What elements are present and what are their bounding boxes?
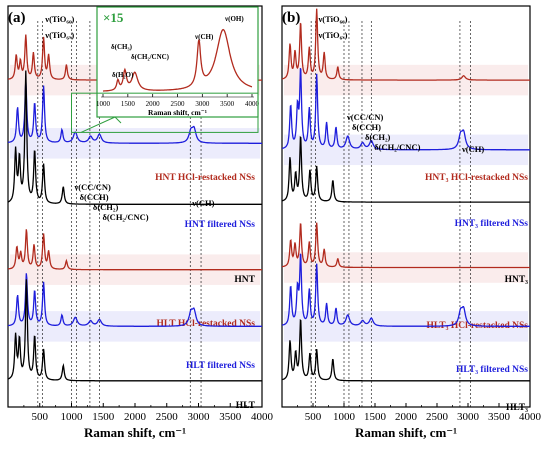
spectrum-trace xyxy=(281,253,530,327)
mode-annotation: ν(TiO₆₆) xyxy=(44,14,74,24)
series-label: HLT₃ filtered NSs xyxy=(456,365,528,375)
spectrum-trace xyxy=(281,222,530,269)
series-label: HNT HCl-restacked NSs xyxy=(155,173,255,183)
x-tick-label: 2500 xyxy=(426,411,449,423)
inset-x-tick-label: 1000 xyxy=(96,100,111,108)
x-axis-label: Raman shift, cm⁻¹ xyxy=(355,425,457,440)
inset-annotation: δ(CH₃) xyxy=(111,43,133,51)
spectrum-trace xyxy=(7,273,262,327)
x-tick-label: 4000 xyxy=(519,411,542,423)
x-tick-label: 1000 xyxy=(61,411,84,423)
series-label: HNT₃ xyxy=(505,275,529,285)
panel-label: (b) xyxy=(282,10,300,26)
zoom-arrow-head xyxy=(114,116,122,124)
spectrum-trace xyxy=(281,8,530,81)
zoom-connector xyxy=(80,116,116,133)
spectrum-trace xyxy=(281,319,530,382)
inset-annotation: δ(CH₂/CNC) xyxy=(131,53,170,61)
series-label: HNT filtered NSs xyxy=(185,220,256,230)
mode-annotation: δ(CH₂/CNC) xyxy=(374,142,420,152)
zoom-region-box xyxy=(71,92,259,133)
x-tick-label: 500 xyxy=(32,411,49,423)
inset-x-tick-label: 2000 xyxy=(146,100,161,108)
x-tick-label: 2000 xyxy=(395,411,418,423)
x-tick-label: 3500 xyxy=(488,411,511,423)
inset-x-tick-label: 3000 xyxy=(195,100,210,108)
mode-annotation: δ(CCH) xyxy=(80,192,109,202)
x-tick-label: 3000 xyxy=(457,411,480,423)
x-tick-label: 3000 xyxy=(188,411,211,423)
spectrum-trace xyxy=(7,80,262,144)
panel-label: (a) xyxy=(8,10,26,26)
mode-annotation: ν(TiO₆₆) xyxy=(317,14,347,24)
x-tick-label: 4000 xyxy=(251,411,274,423)
inset-annotation: ν(CH) xyxy=(194,33,214,41)
mode-annotation: δ(CH₂/CNC) xyxy=(102,212,148,222)
inset-x-tick-label: 4000 xyxy=(245,100,260,108)
series-label: HLT HCl-restacked NSs xyxy=(156,319,255,329)
inset-x-tick-label: 1500 xyxy=(121,100,136,108)
inset-annotation: δ(H₂O) xyxy=(112,71,134,79)
spectrum-trace xyxy=(7,229,262,271)
series-label: HLT filtered NSs xyxy=(186,361,255,371)
x-axis-label: Raman shift, cm⁻¹ xyxy=(84,425,186,440)
inset-x-tick-label: 3500 xyxy=(220,100,235,108)
inset-zoom-label: ×15 xyxy=(103,10,124,25)
series-label: HNT₃ HCl-restacked NSs xyxy=(425,173,528,183)
mode-annotation: ν(CH) xyxy=(461,144,484,154)
x-tick-label: 3500 xyxy=(219,411,242,423)
x-tick-label: 500 xyxy=(305,411,322,423)
mode-annotation: δ(CCH) xyxy=(352,122,381,132)
series-label: HNT₃ filtered NSs xyxy=(455,219,529,229)
series-label: HLT xyxy=(236,401,256,411)
spectrum-trace xyxy=(281,68,530,151)
inset-annotation: ν(OH) xyxy=(224,15,244,23)
mode-annotation: ν(TiO₆ₓ) xyxy=(44,30,74,40)
mode-annotation: ν(CC/CN) xyxy=(74,182,112,192)
spectrum-trace xyxy=(7,70,262,205)
x-tick-label: 1500 xyxy=(92,411,115,423)
mode-annotation: ν(TiO₆ₓ) xyxy=(317,30,347,40)
spectrum-trace xyxy=(7,279,262,382)
mode-annotation: ν(CC/CN) xyxy=(346,112,384,122)
mode-annotation: δ(CH₂) xyxy=(365,132,391,142)
inset-frame xyxy=(96,6,259,118)
panel-a: HNT HCl-restacked NSs HNT filtered NSs HNT… xyxy=(7,5,274,440)
inset-x-tick-label: 2500 xyxy=(171,100,186,108)
series-label: HNT xyxy=(234,275,255,285)
mode-annotation: ν(CH) xyxy=(191,198,214,208)
mode-annotation: δ(CH₂) xyxy=(93,202,119,212)
series-label: HLT₃ xyxy=(506,403,528,413)
inset-trace xyxy=(103,28,253,92)
x-tick-label: 1500 xyxy=(364,411,387,423)
panel-b: HNT₃ HCl-restacked NSs HNT₃ filtered NSs H… xyxy=(281,5,542,440)
spectrum-trace xyxy=(281,136,530,203)
x-tick-label: 2500 xyxy=(156,411,179,423)
x-tick-label: 1000 xyxy=(333,411,356,423)
x-tick-label: 2000 xyxy=(124,411,147,423)
inset-x-axis-label: Raman shift, cm⁻¹ xyxy=(148,108,207,117)
